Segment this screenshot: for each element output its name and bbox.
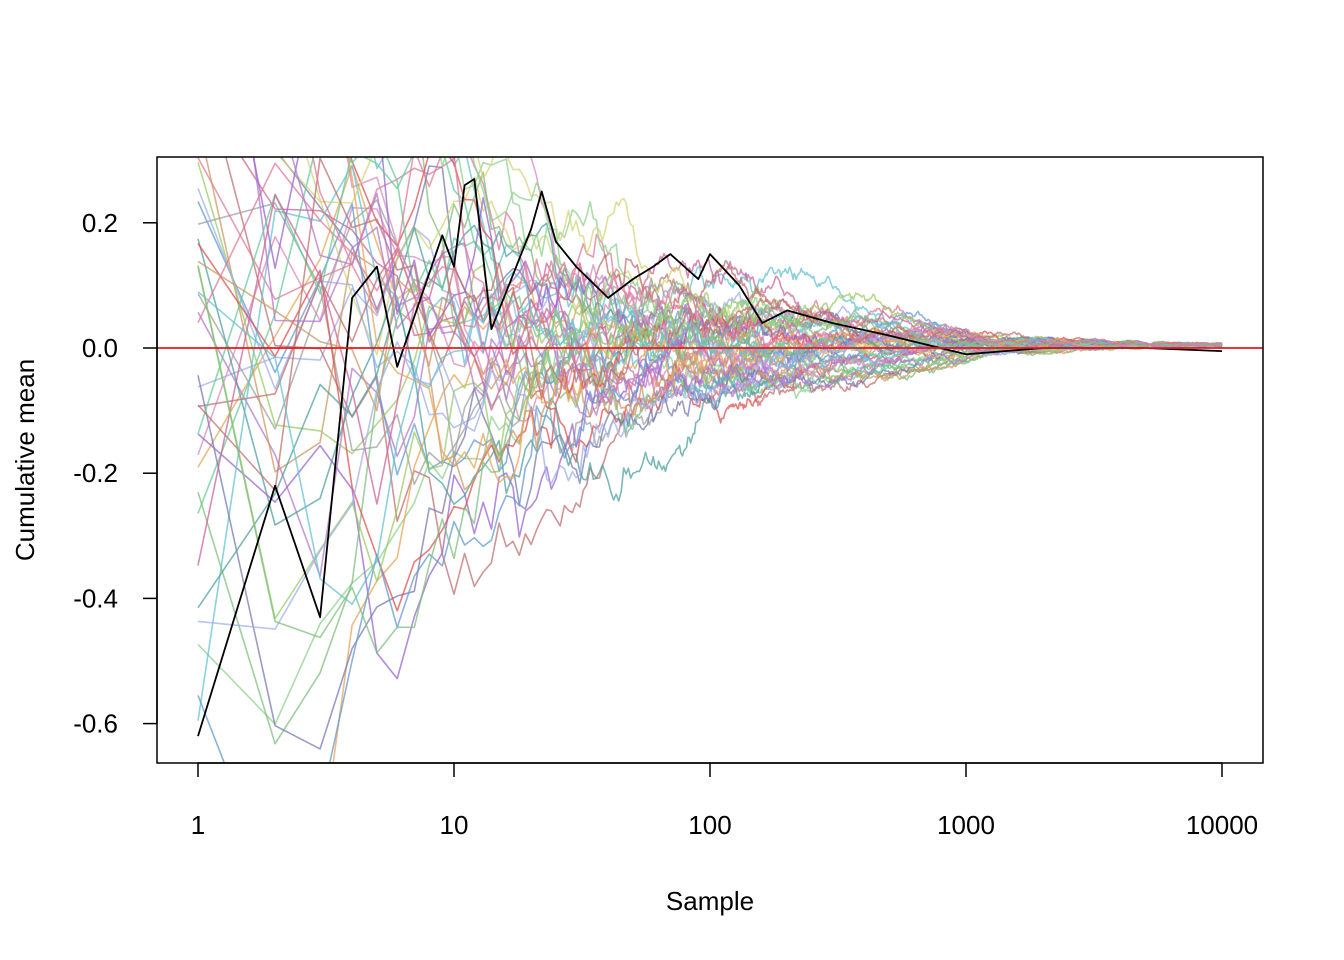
- y-axis: 0.2 0.0 -0.2 -0.4 -0.6: [73, 208, 158, 739]
- series-line: [197, 329, 1223, 630]
- series-line: [312, 157, 1223, 351]
- x-tick-label: 100: [688, 810, 731, 840]
- y-tick-label: -0.2: [73, 458, 118, 488]
- y-tick-label: -0.4: [73, 583, 118, 613]
- x-tick-label: 10: [440, 810, 469, 840]
- x-tick-label: 10000: [1186, 810, 1258, 840]
- x-tick-label: 1: [191, 810, 205, 840]
- x-axis-title: Sample: [666, 886, 754, 916]
- x-axis: 1 10 100 1000 10000: [191, 762, 1258, 840]
- series-line: [197, 271, 1223, 606]
- y-tick-label: 0.2: [82, 208, 118, 238]
- x-tick-label: 1000: [937, 810, 995, 840]
- series-line: [197, 266, 1223, 654]
- highlighted-series-line: [197, 178, 1223, 737]
- y-tick-label: 0.0: [82, 333, 118, 363]
- y-axis-title: Cumulative mean: [10, 359, 40, 561]
- y-tick-label: -0.6: [73, 709, 118, 739]
